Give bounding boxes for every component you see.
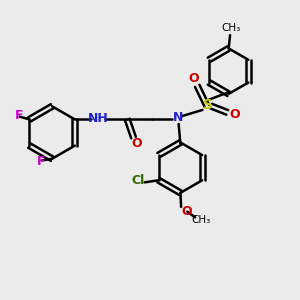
Text: F: F	[15, 110, 23, 122]
Text: O: O	[229, 108, 240, 121]
Text: O: O	[188, 72, 199, 85]
Text: CH₃: CH₃	[192, 215, 211, 225]
Text: NH: NH	[88, 112, 109, 125]
Text: O: O	[182, 205, 192, 218]
Text: O: O	[132, 137, 142, 150]
Text: CH₃: CH₃	[221, 23, 240, 33]
Text: S: S	[203, 98, 213, 112]
Text: Cl: Cl	[132, 174, 145, 188]
Text: F: F	[37, 155, 45, 168]
Text: N: N	[173, 111, 184, 124]
